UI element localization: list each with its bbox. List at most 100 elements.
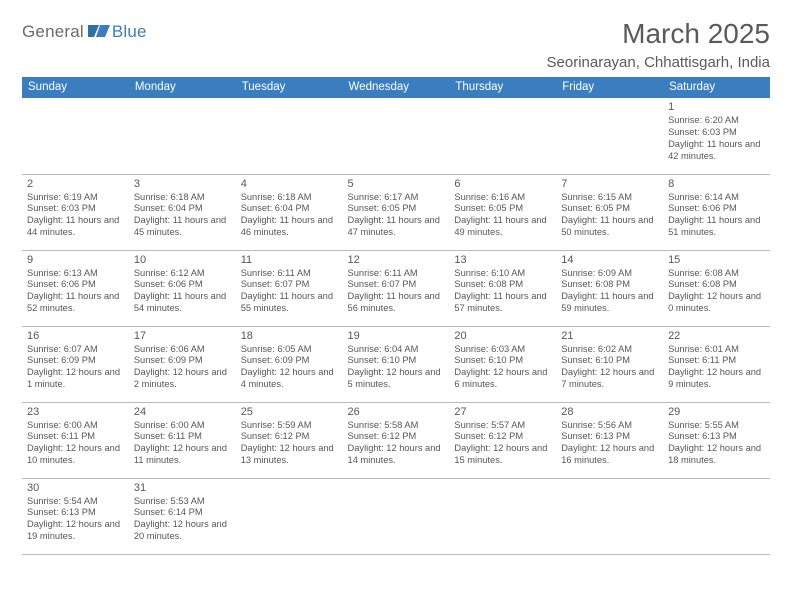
calendar-table: SundayMondayTuesdayWednesdayThursdayFrid… bbox=[22, 77, 770, 555]
daylight-line: Daylight: 11 hours and 51 minutes. bbox=[668, 215, 765, 239]
day-number: 13 bbox=[454, 253, 551, 267]
daylight-line: Daylight: 11 hours and 56 minutes. bbox=[348, 291, 445, 315]
calendar-cell bbox=[129, 98, 236, 174]
calendar-cell: 31Sunrise: 5:53 AMSunset: 6:14 PMDayligh… bbox=[129, 478, 236, 554]
calendar-cell: 21Sunrise: 6:02 AMSunset: 6:10 PMDayligh… bbox=[556, 326, 663, 402]
calendar-cell bbox=[343, 98, 450, 174]
calendar-cell: 26Sunrise: 5:58 AMSunset: 6:12 PMDayligh… bbox=[343, 402, 450, 478]
sunset-line: Sunset: 6:05 PM bbox=[561, 203, 658, 215]
sunrise-line: Sunrise: 6:18 AM bbox=[241, 192, 338, 204]
day-number: 26 bbox=[348, 405, 445, 419]
daylight-line: Daylight: 12 hours and 1 minute. bbox=[27, 367, 124, 391]
sunset-line: Sunset: 6:09 PM bbox=[241, 355, 338, 367]
calendar-page: General Blue March 2025 Seorinarayan, Ch… bbox=[0, 0, 792, 565]
calendar-cell bbox=[449, 478, 556, 554]
sunrise-line: Sunrise: 6:00 AM bbox=[134, 420, 231, 432]
logo-text-blue: Blue bbox=[112, 22, 147, 42]
calendar-cell: 14Sunrise: 6:09 AMSunset: 6:08 PMDayligh… bbox=[556, 250, 663, 326]
calendar-cell: 18Sunrise: 6:05 AMSunset: 6:09 PMDayligh… bbox=[236, 326, 343, 402]
day-number: 8 bbox=[668, 177, 765, 191]
calendar-cell: 29Sunrise: 5:55 AMSunset: 6:13 PMDayligh… bbox=[663, 402, 770, 478]
sunrise-line: Sunrise: 6:14 AM bbox=[668, 192, 765, 204]
daylight-line: Daylight: 12 hours and 18 minutes. bbox=[668, 443, 765, 467]
daylight-line: Daylight: 12 hours and 7 minutes. bbox=[561, 367, 658, 391]
day-number: 7 bbox=[561, 177, 658, 191]
day-number: 19 bbox=[348, 329, 445, 343]
sunset-line: Sunset: 6:05 PM bbox=[348, 203, 445, 215]
daylight-line: Daylight: 12 hours and 15 minutes. bbox=[454, 443, 551, 467]
daylight-line: Daylight: 11 hours and 54 minutes. bbox=[134, 291, 231, 315]
daylight-line: Daylight: 12 hours and 16 minutes. bbox=[561, 443, 658, 467]
calendar-cell: 22Sunrise: 6:01 AMSunset: 6:11 PMDayligh… bbox=[663, 326, 770, 402]
calendar-cell: 7Sunrise: 6:15 AMSunset: 6:05 PMDaylight… bbox=[556, 174, 663, 250]
sunrise-line: Sunrise: 6:06 AM bbox=[134, 344, 231, 356]
calendar-cell bbox=[556, 478, 663, 554]
calendar-cell: 6Sunrise: 6:16 AMSunset: 6:05 PMDaylight… bbox=[449, 174, 556, 250]
sunset-line: Sunset: 6:08 PM bbox=[454, 279, 551, 291]
sunset-line: Sunset: 6:13 PM bbox=[561, 431, 658, 443]
calendar-cell: 12Sunrise: 6:11 AMSunset: 6:07 PMDayligh… bbox=[343, 250, 450, 326]
sunrise-line: Sunrise: 6:19 AM bbox=[27, 192, 124, 204]
sunset-line: Sunset: 6:07 PM bbox=[241, 279, 338, 291]
sunset-line: Sunset: 6:10 PM bbox=[561, 355, 658, 367]
day-number: 28 bbox=[561, 405, 658, 419]
sunset-line: Sunset: 6:12 PM bbox=[241, 431, 338, 443]
sunrise-line: Sunrise: 5:59 AM bbox=[241, 420, 338, 432]
sunrise-line: Sunrise: 5:53 AM bbox=[134, 496, 231, 508]
daylight-line: Daylight: 11 hours and 50 minutes. bbox=[561, 215, 658, 239]
sunrise-line: Sunrise: 6:12 AM bbox=[134, 268, 231, 280]
sunset-line: Sunset: 6:08 PM bbox=[561, 279, 658, 291]
daylight-line: Daylight: 12 hours and 4 minutes. bbox=[241, 367, 338, 391]
day-number: 6 bbox=[454, 177, 551, 191]
day-header: Saturday bbox=[663, 77, 770, 98]
calendar-cell bbox=[663, 478, 770, 554]
daylight-line: Daylight: 12 hours and 11 minutes. bbox=[134, 443, 231, 467]
daylight-line: Daylight: 12 hours and 2 minutes. bbox=[134, 367, 231, 391]
sunset-line: Sunset: 6:06 PM bbox=[27, 279, 124, 291]
day-number: 10 bbox=[134, 253, 231, 267]
sunrise-line: Sunrise: 5:55 AM bbox=[668, 420, 765, 432]
calendar-cell: 13Sunrise: 6:10 AMSunset: 6:08 PMDayligh… bbox=[449, 250, 556, 326]
calendar-cell: 27Sunrise: 5:57 AMSunset: 6:12 PMDayligh… bbox=[449, 402, 556, 478]
daylight-line: Daylight: 11 hours and 46 minutes. bbox=[241, 215, 338, 239]
sunrise-line: Sunrise: 5:56 AM bbox=[561, 420, 658, 432]
sunset-line: Sunset: 6:13 PM bbox=[668, 431, 765, 443]
calendar-cell bbox=[236, 98, 343, 174]
sunset-line: Sunset: 6:11 PM bbox=[134, 431, 231, 443]
sunrise-line: Sunrise: 5:58 AM bbox=[348, 420, 445, 432]
calendar-cell: 30Sunrise: 5:54 AMSunset: 6:13 PMDayligh… bbox=[22, 478, 129, 554]
daylight-line: Daylight: 11 hours and 55 minutes. bbox=[241, 291, 338, 315]
day-number: 15 bbox=[668, 253, 765, 267]
calendar-body: 1Sunrise: 6:20 AMSunset: 6:03 PMDaylight… bbox=[22, 98, 770, 554]
day-header: Tuesday bbox=[236, 77, 343, 98]
daylight-line: Daylight: 11 hours and 42 minutes. bbox=[668, 139, 765, 163]
day-number: 25 bbox=[241, 405, 338, 419]
day-number: 21 bbox=[561, 329, 658, 343]
day-number: 2 bbox=[27, 177, 124, 191]
sunset-line: Sunset: 6:03 PM bbox=[668, 127, 765, 139]
logo-flag-icon bbox=[88, 23, 110, 37]
sunset-line: Sunset: 6:11 PM bbox=[668, 355, 765, 367]
calendar-cell: 10Sunrise: 6:12 AMSunset: 6:06 PMDayligh… bbox=[129, 250, 236, 326]
calendar-cell: 25Sunrise: 5:59 AMSunset: 6:12 PMDayligh… bbox=[236, 402, 343, 478]
day-header: Friday bbox=[556, 77, 663, 98]
day-number: 1 bbox=[668, 100, 765, 114]
daylight-line: Daylight: 11 hours and 49 minutes. bbox=[454, 215, 551, 239]
calendar-header-row: SundayMondayTuesdayWednesdayThursdayFrid… bbox=[22, 77, 770, 98]
calendar-cell: 1Sunrise: 6:20 AMSunset: 6:03 PMDaylight… bbox=[663, 98, 770, 174]
day-number: 24 bbox=[134, 405, 231, 419]
sunset-line: Sunset: 6:04 PM bbox=[134, 203, 231, 215]
sunrise-line: Sunrise: 6:18 AM bbox=[134, 192, 231, 204]
calendar-cell: 24Sunrise: 6:00 AMSunset: 6:11 PMDayligh… bbox=[129, 402, 236, 478]
sunset-line: Sunset: 6:03 PM bbox=[27, 203, 124, 215]
day-number: 30 bbox=[27, 481, 124, 495]
daylight-line: Daylight: 12 hours and 9 minutes. bbox=[668, 367, 765, 391]
day-number: 9 bbox=[27, 253, 124, 267]
sunrise-line: Sunrise: 6:17 AM bbox=[348, 192, 445, 204]
day-header: Thursday bbox=[449, 77, 556, 98]
calendar-cell bbox=[22, 98, 129, 174]
day-header: Sunday bbox=[22, 77, 129, 98]
day-number: 17 bbox=[134, 329, 231, 343]
day-number: 3 bbox=[134, 177, 231, 191]
logo: General Blue bbox=[22, 18, 147, 42]
